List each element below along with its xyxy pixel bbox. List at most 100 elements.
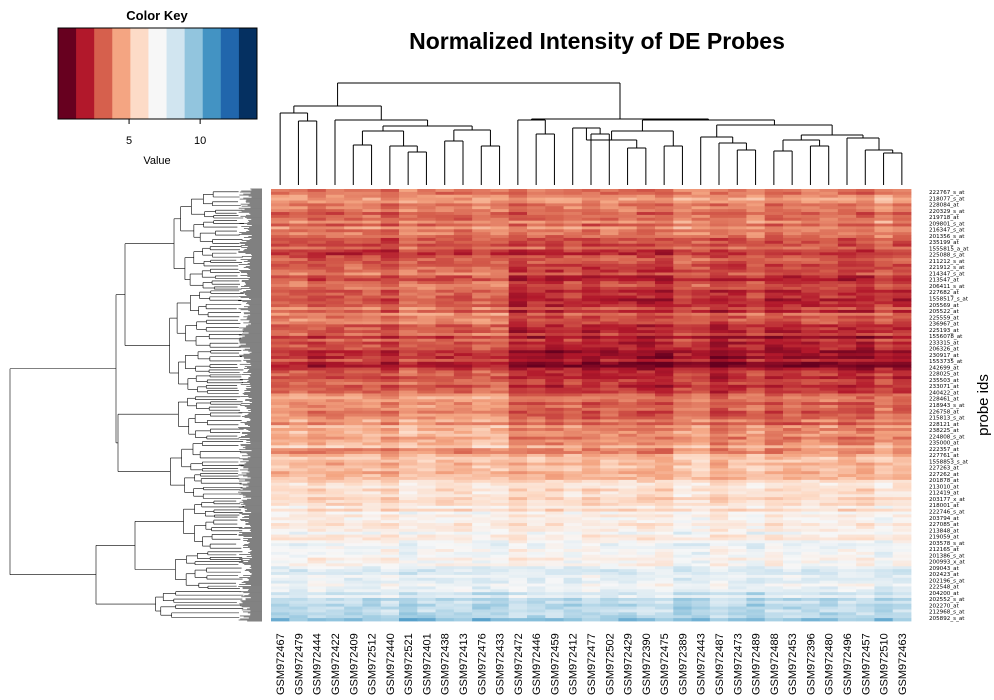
heatmap-cell — [325, 341, 345, 345]
heatmap-cell — [453, 301, 473, 305]
heatmap-cell — [344, 514, 363, 518]
heatmap-cell — [655, 298, 674, 302]
heatmap-cell — [819, 223, 839, 227]
heatmap-cell — [600, 456, 619, 461]
heatmap-cell — [325, 462, 345, 466]
heatmap-cell — [673, 439, 692, 443]
heatmap-cell — [271, 252, 290, 256]
heatmap-cell — [508, 482, 528, 487]
heatmap-cell — [472, 462, 491, 466]
heatmap-cell — [874, 405, 894, 409]
heatmap-cell — [892, 209, 912, 213]
heatmap-cell — [380, 258, 400, 262]
heatmap-cell — [673, 237, 692, 242]
heatmap-cell — [728, 237, 747, 242]
heatmap-cell — [709, 275, 729, 279]
heatmap-cell — [490, 194, 510, 199]
heatmap-cell — [271, 284, 290, 288]
heatmap-cell — [837, 312, 857, 317]
heatmap-cell — [691, 517, 711, 521]
heatmap-cell — [874, 275, 894, 279]
heatmap-cell — [874, 324, 894, 328]
heatmap-cell — [307, 396, 327, 400]
heatmap-cell — [801, 191, 820, 196]
heatmap-cell — [380, 214, 400, 219]
heatmap-cell — [545, 353, 564, 357]
heatmap-cell — [655, 356, 674, 360]
heatmap-cell — [655, 232, 674, 236]
heatmap-cell — [307, 237, 327, 242]
heatmap-cell — [746, 390, 766, 394]
heatmap-cell — [655, 350, 674, 354]
heatmap-cell — [892, 318, 912, 322]
heatmap-cell — [673, 390, 692, 394]
heatmap-cell — [545, 405, 564, 409]
heatmap-cell — [874, 471, 894, 475]
heatmap-cell — [655, 338, 674, 343]
heatmap-cell — [673, 212, 692, 216]
heatmap-cell — [472, 471, 491, 475]
heatmap-cell — [819, 330, 839, 334]
heatmap-cell — [380, 491, 400, 495]
heatmap-cell — [636, 396, 656, 400]
color-key-bar — [238, 28, 258, 119]
heatmap-cell — [655, 263, 674, 268]
heatmap-cell — [453, 284, 473, 288]
heatmap-cell — [289, 203, 308, 207]
heatmap-cell — [600, 465, 619, 469]
heatmap-cell — [837, 456, 857, 461]
heatmap-cell — [837, 321, 857, 325]
heatmap-cell — [417, 237, 436, 242]
heatmap-cell — [618, 471, 638, 475]
heatmap-cell — [783, 502, 802, 507]
heatmap-cell — [581, 206, 601, 210]
color-key-bar — [220, 28, 240, 119]
heatmap-cell — [874, 229, 894, 233]
heatmap-cell — [362, 333, 382, 337]
heatmap-cell — [399, 214, 418, 219]
heatmap-cell — [655, 301, 674, 305]
heatmap-cell — [837, 261, 857, 265]
heatmap-cell — [837, 500, 857, 504]
heatmap-cell — [636, 197, 656, 201]
heatmap-cell — [307, 465, 327, 469]
heatmap-cell — [417, 494, 436, 498]
heatmap-cell — [655, 451, 674, 455]
heatmap-cell — [618, 289, 638, 294]
heatmap-cell — [764, 263, 784, 268]
heatmap-cell — [673, 318, 692, 322]
heatmap-cell — [472, 246, 491, 250]
heatmap-cell — [636, 301, 656, 305]
heatmap-cell — [545, 252, 564, 256]
heatmap-cell — [289, 502, 308, 507]
heatmap-cell — [874, 197, 894, 201]
heatmap-cell — [691, 482, 711, 487]
heatmap-cell — [380, 350, 400, 354]
heatmap-cell — [783, 485, 802, 489]
heatmap-cell — [508, 330, 528, 334]
heatmap-cell — [856, 453, 875, 458]
heatmap-cell — [600, 482, 619, 487]
heatmap-cell — [307, 284, 327, 288]
heatmap-cell — [618, 477, 638, 481]
heatmap-cell — [874, 327, 894, 331]
heatmap-cell — [709, 214, 729, 219]
heatmap-cell — [490, 235, 510, 239]
heatmap-cell — [527, 194, 546, 199]
heatmap-cell — [581, 214, 601, 219]
heatmap-cell — [380, 321, 400, 325]
heatmap-cell — [892, 419, 912, 423]
heatmap-cell — [472, 399, 491, 403]
heatmap-cell — [271, 407, 290, 412]
heatmap-cell — [691, 258, 711, 262]
heatmap-cell — [435, 384, 455, 389]
heatmap-cell — [728, 197, 747, 201]
heatmap-cell — [453, 212, 473, 216]
heatmap-cell — [344, 249, 363, 253]
heatmap-cell — [709, 491, 729, 495]
heatmap-cell — [435, 263, 455, 268]
heatmap-cell — [472, 477, 491, 481]
heatmap-cell — [527, 356, 546, 360]
heatmap-cell — [673, 203, 692, 207]
heatmap-cell — [325, 189, 345, 193]
